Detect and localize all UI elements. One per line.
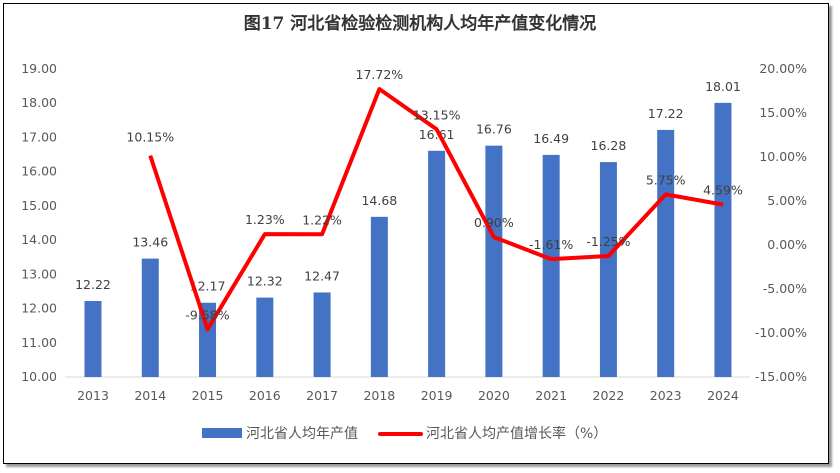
x-tick: 2017 [306,388,338,403]
line-data-label: 5.75% [646,172,686,187]
x-tick: 2018 [363,388,395,403]
x-tick: 2019 [421,388,453,403]
bar [370,216,388,377]
bar-data-label: 14.68 [361,193,397,208]
bar-data-label: 13.46 [132,235,168,250]
bar-data-label: 16.49 [533,131,569,146]
y-left-tick: 15.00 [21,198,57,213]
bar-data-label: 17.22 [648,106,684,121]
line-data-label: 17.72% [356,67,404,82]
y-left-tick: 11.00 [21,335,57,350]
y-left-tick: 10.00 [21,369,57,384]
y-left-tick: 18.00 [21,95,57,110]
y-right-tick: 15.00% [759,105,807,120]
legend-bar-swatch [202,428,242,438]
x-tick: 2014 [134,388,166,403]
bar-data-label: 12.47 [304,268,340,283]
y-right-tick: 5.00% [767,193,807,208]
y-left-tick: 14.00 [21,232,57,247]
bar [84,301,102,377]
y-left-tick: 13.00 [21,266,57,281]
y-left-tick: 12.00 [21,301,57,316]
bar [542,154,560,377]
y-right-tick: -10.00% [755,325,807,340]
legend-line-label: 河北省人均产值增长率（%） [426,425,607,442]
line-data-label: -1.61% [529,237,573,252]
bar [313,292,331,377]
chart-frame [3,3,829,464]
y-right-tick: -5.00% [763,281,807,296]
x-tick: 2022 [593,388,625,403]
x-tick: 2016 [249,388,281,403]
x-tick: 2013 [77,388,109,403]
bar-data-label: 12.17 [190,279,226,294]
line-data-label: -9.58% [185,307,229,322]
x-tick: 2024 [707,388,739,403]
bar-data-label: 12.32 [247,274,283,289]
bar-data-label: 12.22 [75,277,111,292]
bar [428,150,446,377]
line-data-label: 4.59% [703,183,743,198]
bar-data-label: 16.76 [476,122,512,137]
x-tick: 2021 [535,388,567,403]
chart-title: 图17 河北省检验检测机构人均年产值变化情况 [244,13,597,34]
legend: 河北省人均年产值 河北省人均产值增长率（%） [202,425,607,442]
y-left-tick: 19.00 [21,61,57,76]
y-left-tick: 17.00 [21,129,57,144]
bar [714,102,732,377]
line-data-label: -1.25% [586,234,630,249]
line-data-label: 1.22% [302,212,342,227]
line-data-label: 13.15% [413,107,461,122]
y-right-tick: 20.00% [759,61,807,76]
x-tick: 2015 [192,388,224,403]
bar-data-label: 18.01 [705,79,741,94]
y-right-tick: 10.00% [759,149,807,164]
x-tick: 2023 [650,388,682,403]
bar [657,129,675,377]
line-data-label: 1.23% [245,212,285,227]
bar-data-label: 16.61 [419,127,455,142]
line-data-label: 10.15% [126,130,174,145]
bar [599,162,617,377]
y-right-tick: -15.00% [755,369,807,384]
bar [485,145,503,377]
bar [141,258,159,377]
legend-bar-label: 河北省人均年产值 [246,426,358,442]
y-left-tick: 16.00 [21,164,57,179]
bar [256,297,274,377]
y-right-tick: 0.00% [767,237,807,252]
line-data-label: 0.90% [474,215,514,230]
x-tick: 2020 [478,388,510,403]
bar-data-label: 16.28 [591,138,627,153]
